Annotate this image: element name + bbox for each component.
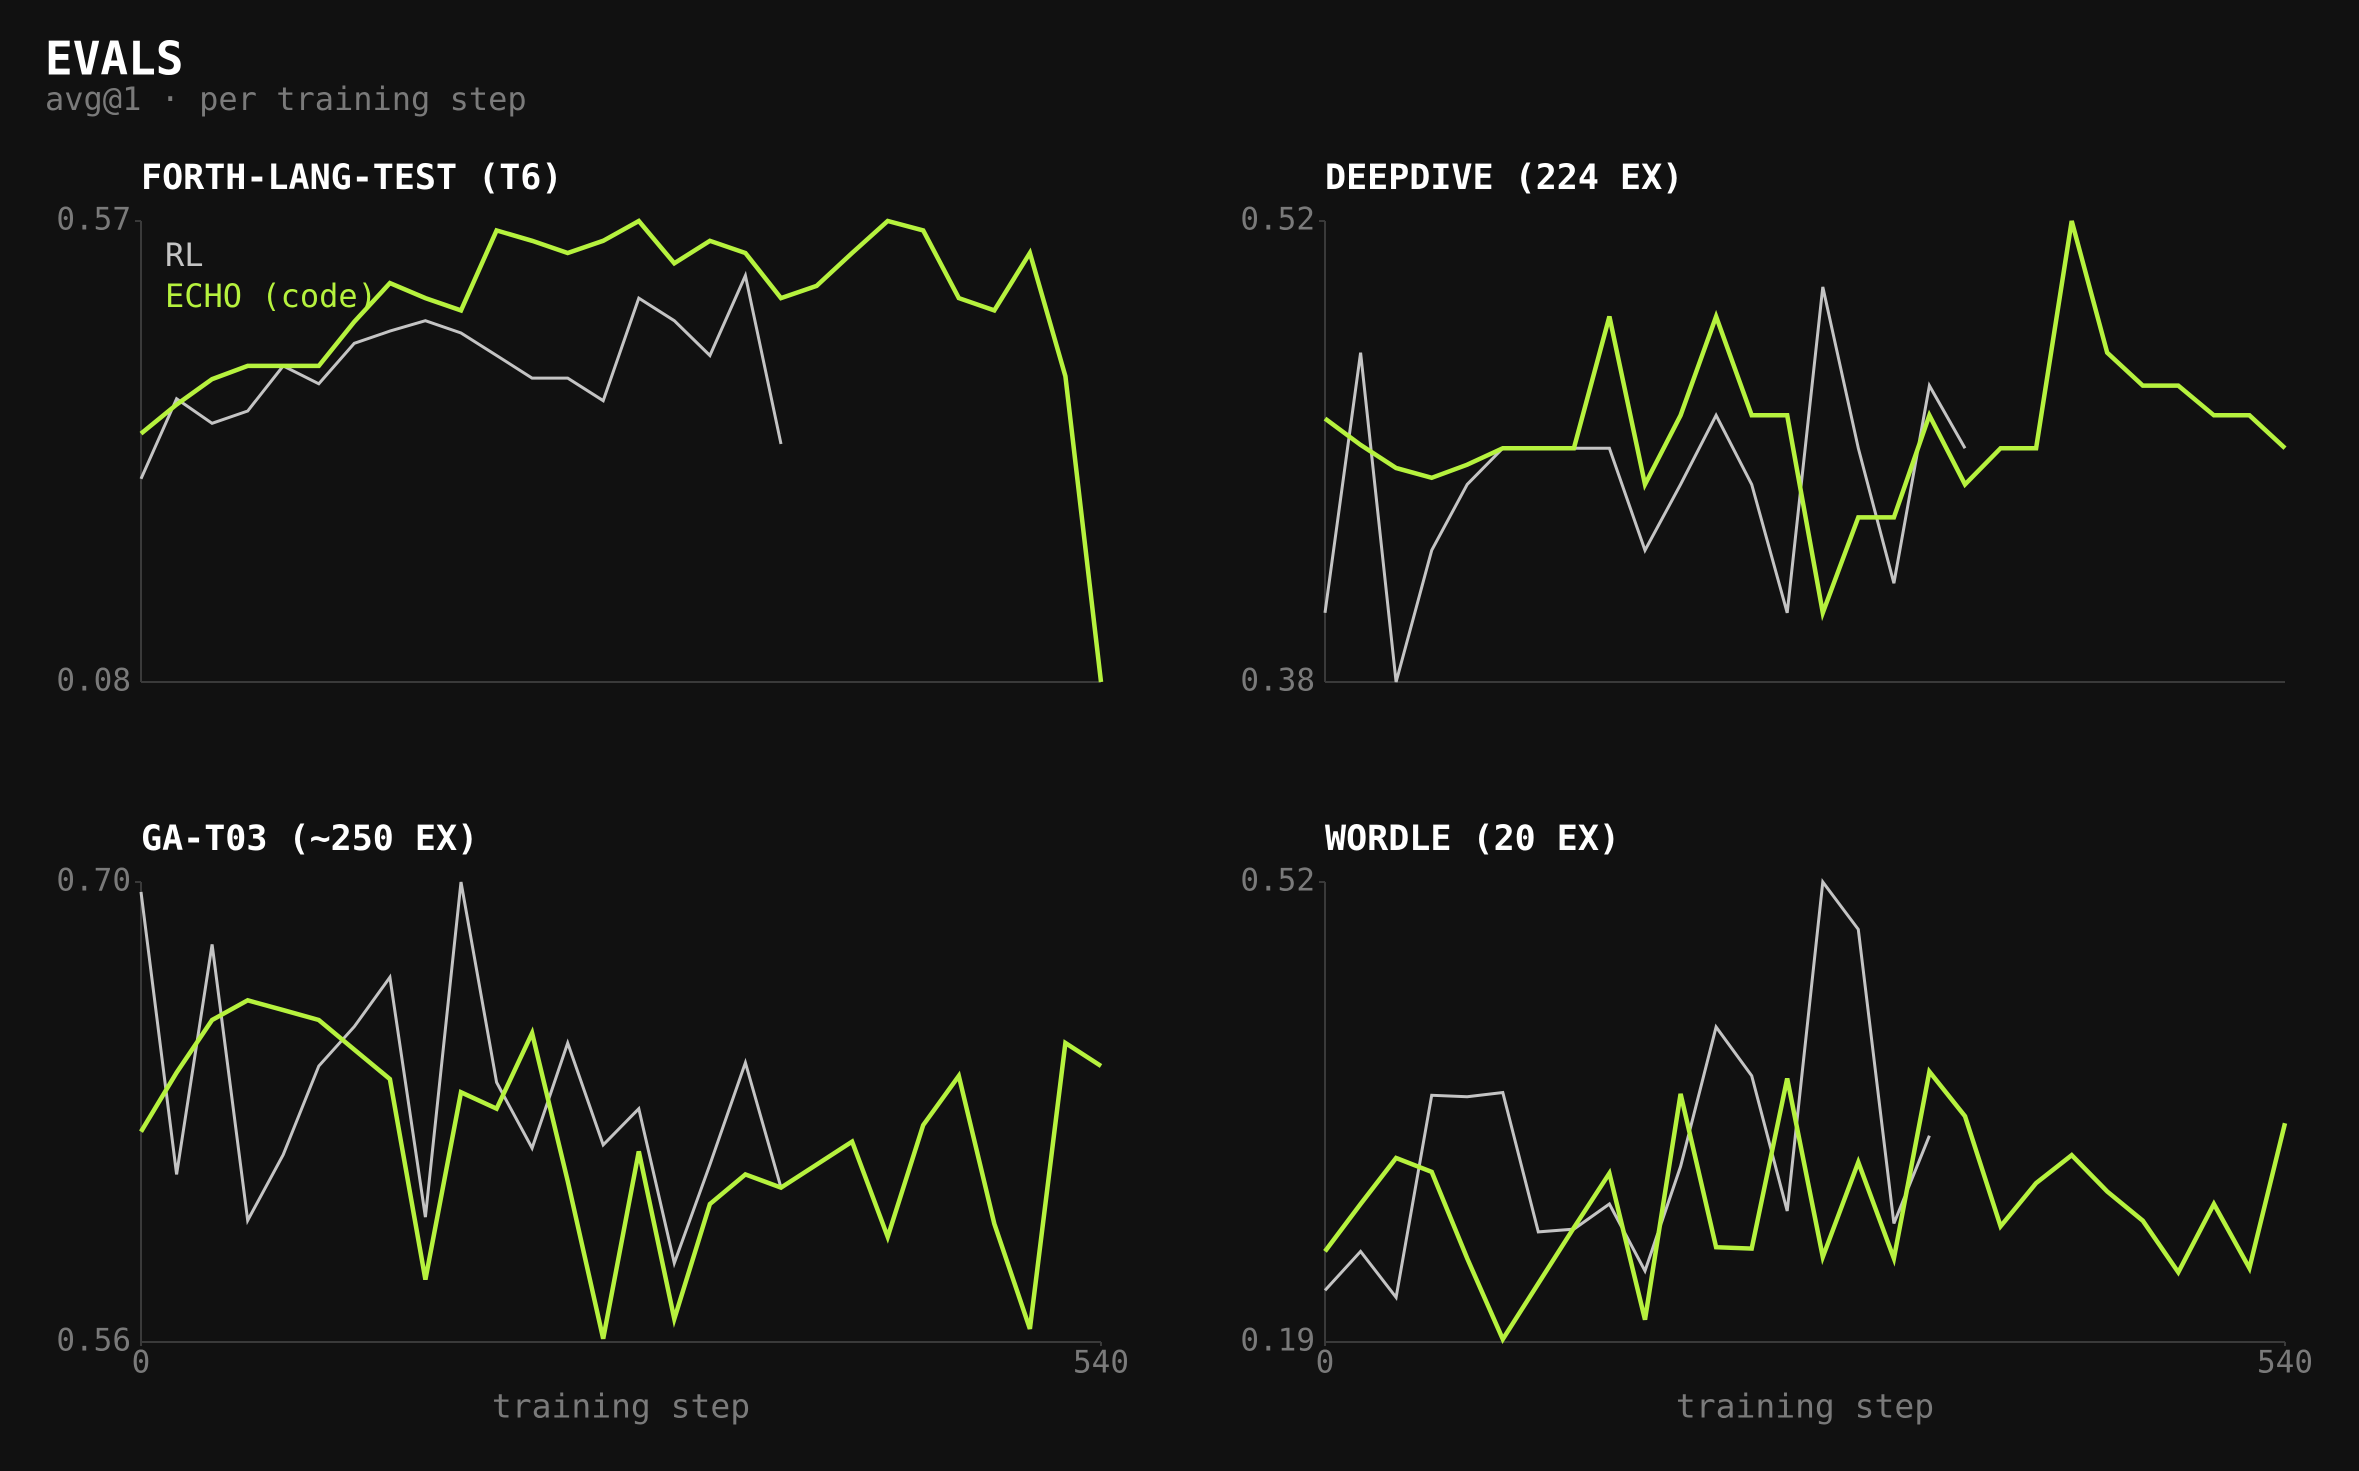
chart-title: WORDLE (20 EX): [1325, 819, 1620, 859]
series-line: [1323, 286, 1967, 683]
x-axis-label: training step: [1676, 1387, 1934, 1426]
series-line: [139, 881, 783, 1269]
y-tick-label: 0.19: [1240, 1323, 1315, 1359]
x-axis-label: training step: [492, 1387, 750, 1426]
chart-title: DEEPDIVE (224 EX): [1325, 158, 1683, 198]
series-line: [1323, 1066, 2288, 1344]
page-title: EVALS: [45, 32, 183, 86]
series-line: [139, 218, 1104, 683]
series-line: [1323, 220, 2287, 622]
legend-entry: RL: [165, 236, 204, 274]
x-tick-label: 0: [132, 1345, 151, 1381]
y-tick-label: 0.08: [56, 663, 131, 699]
x-tick-label: 540: [1073, 1345, 1129, 1381]
x-tick-label: 540: [2257, 1345, 2313, 1381]
legend-entry: ECHO (code): [165, 277, 377, 315]
page-subtitle: avg@1 · per training step: [45, 80, 527, 118]
series-line: [1323, 878, 1931, 1302]
series-line: [139, 270, 783, 480]
y-tick-label: 0.57: [56, 202, 131, 238]
y-tick-label: 0.70: [56, 863, 131, 899]
chart-title: GA-T03 (~250 EX): [141, 819, 478, 859]
y-tick-label: 0.52: [1240, 202, 1315, 238]
y-tick-label: 0.56: [56, 1323, 131, 1359]
x-tick-label: 0: [1316, 1345, 1335, 1381]
series-line: [139, 997, 1103, 1340]
y-tick-label: 0.52: [1240, 863, 1315, 899]
chart-title: FORTH-LANG-TEST (T6): [141, 158, 562, 198]
y-tick-label: 0.38: [1240, 663, 1315, 699]
